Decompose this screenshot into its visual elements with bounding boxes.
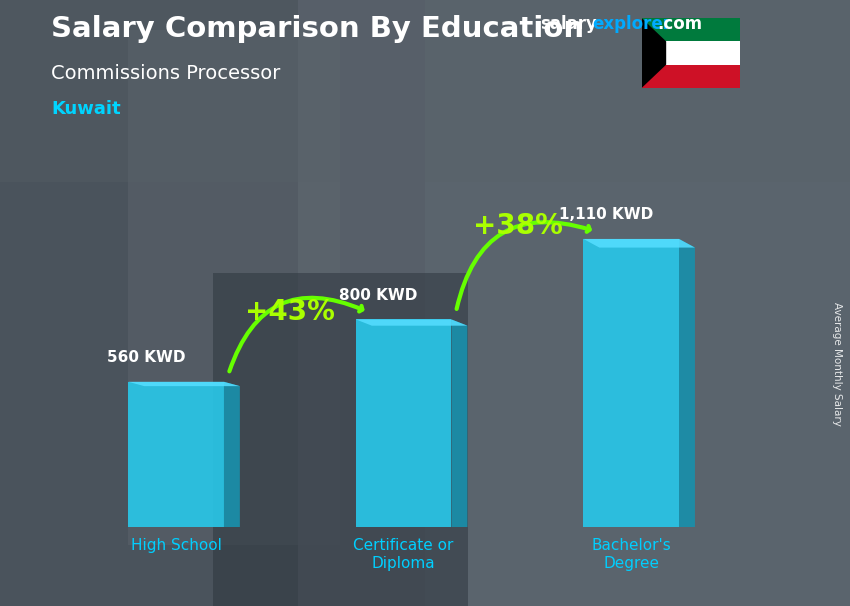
Text: +43%: +43%: [245, 298, 335, 325]
Text: salary: salary: [540, 15, 597, 33]
Text: 1,110 KWD: 1,110 KWD: [559, 207, 654, 222]
Bar: [128, 382, 224, 527]
Bar: [642, 41, 740, 65]
Text: Kuwait: Kuwait: [51, 100, 121, 118]
Text: explorer: explorer: [592, 15, 672, 33]
Text: Average Monthly Salary: Average Monthly Salary: [832, 302, 842, 425]
Polygon shape: [451, 319, 468, 527]
Bar: [212, 273, 468, 606]
Bar: [583, 239, 679, 527]
Polygon shape: [128, 382, 240, 386]
Text: 800 KWD: 800 KWD: [339, 288, 418, 302]
Bar: [0, 0, 850, 182]
Bar: [128, 30, 340, 545]
Bar: [0, 0, 298, 606]
Text: Commissions Processor: Commissions Processor: [51, 64, 280, 82]
Polygon shape: [356, 319, 468, 325]
Text: .com: .com: [657, 15, 702, 33]
Polygon shape: [583, 239, 695, 248]
Text: 560 KWD: 560 KWD: [107, 350, 186, 365]
Bar: [425, 0, 850, 606]
Bar: [356, 319, 451, 527]
Polygon shape: [642, 18, 666, 88]
Polygon shape: [224, 382, 240, 527]
Text: +38%: +38%: [473, 212, 563, 240]
Bar: [642, 18, 740, 41]
Bar: [642, 65, 740, 88]
Polygon shape: [679, 239, 695, 527]
Text: Salary Comparison By Education: Salary Comparison By Education: [51, 15, 584, 43]
